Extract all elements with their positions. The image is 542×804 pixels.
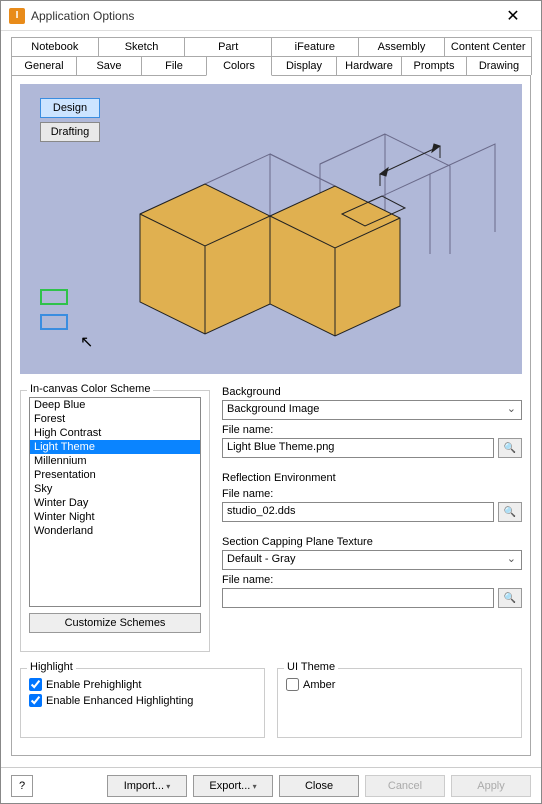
- list-item[interactable]: Millennium: [30, 454, 200, 468]
- refl-filename-label: File name:: [222, 488, 522, 500]
- list-item[interactable]: Light Theme: [30, 440, 200, 454]
- refl-browse-button[interactable]: 🔍: [498, 502, 522, 522]
- highlight-fieldset: Highlight Enable Prehighlight Enable Enh…: [20, 668, 265, 738]
- section-tex-label: Section Capping Plane Texture: [222, 536, 522, 548]
- amber-label: Amber: [303, 679, 335, 691]
- reflection-label: Reflection Environment: [222, 472, 522, 484]
- window-title: Application Options: [31, 9, 493, 23]
- bg-filename-input[interactable]: Light Blue Theme.png: [222, 438, 494, 458]
- enhanced-highlight-label: Enable Enhanced Highlighting: [46, 695, 193, 707]
- app-icon: I: [9, 8, 25, 24]
- list-item[interactable]: Winter Day: [30, 496, 200, 510]
- list-item[interactable]: Deep Blue: [30, 398, 200, 412]
- close-icon[interactable]: ✕: [493, 2, 533, 30]
- close-button[interactable]: Close: [279, 775, 359, 797]
- apply-button: Apply: [451, 775, 531, 797]
- preview-drafting-button[interactable]: Drafting: [40, 122, 100, 142]
- tab-content-center[interactable]: Content Center: [444, 37, 532, 56]
- list-item[interactable]: Sky: [30, 482, 200, 496]
- tab-hardware[interactable]: Hardware: [336, 56, 402, 75]
- enhanced-highlight-checkbox[interactable]: Enable Enhanced Highlighting: [29, 694, 256, 707]
- tab-drawing[interactable]: Drawing: [466, 56, 532, 75]
- tab-prompts[interactable]: Prompts: [401, 56, 467, 75]
- preview-design-button[interactable]: Design: [40, 98, 100, 118]
- section-tex-select[interactable]: Default - Gray: [222, 550, 522, 570]
- tab-body-colors: Design Drafting ↖: [11, 76, 531, 756]
- titlebar: I Application Options ✕: [1, 1, 541, 31]
- background-select[interactable]: Background Image: [222, 400, 522, 420]
- preview-boxes-icon: [110, 124, 500, 354]
- scheme-listbox[interactable]: Deep Blue Forest High Contrast Light The…: [29, 397, 201, 607]
- customize-schemes-button[interactable]: Customize Schemes: [29, 613, 201, 633]
- scheme-legend: In-canvas Color Scheme: [27, 383, 153, 395]
- help-button[interactable]: ?: [11, 775, 33, 797]
- uitheme-legend: UI Theme: [284, 661, 338, 673]
- bg-browse-button[interactable]: 🔍: [498, 438, 522, 458]
- tab-display[interactable]: Display: [271, 56, 337, 75]
- uitheme-fieldset: UI Theme Amber: [277, 668, 522, 738]
- tab-file[interactable]: File: [141, 56, 207, 75]
- dialog-footer: ? Import... Export... Close Cancel Apply: [1, 767, 541, 803]
- highlight-legend: Highlight: [27, 661, 76, 673]
- sectex-browse-button: 🔍: [498, 588, 522, 608]
- color-preview: Design Drafting ↖: [20, 84, 522, 374]
- list-item[interactable]: Presentation: [30, 468, 200, 482]
- scheme-fieldset: In-canvas Color Scheme Deep Blue Forest …: [20, 390, 210, 652]
- tab-save[interactable]: Save: [76, 56, 142, 75]
- tab-sketch[interactable]: Sketch: [98, 37, 186, 56]
- tab-part[interactable]: Part: [184, 37, 272, 56]
- tab-row-2: General Save File Colors Display Hardwar…: [11, 56, 531, 76]
- prehighlight-label: Enable Prehighlight: [46, 679, 141, 691]
- enhanced-highlight-input[interactable]: [29, 694, 42, 707]
- list-item[interactable]: Wonderland: [30, 524, 200, 538]
- amber-checkbox[interactable]: Amber: [286, 678, 513, 691]
- list-item[interactable]: Forest: [30, 412, 200, 426]
- prehighlight-input[interactable]: [29, 678, 42, 691]
- refl-filename-input[interactable]: studio_02.dds: [222, 502, 494, 522]
- list-item[interactable]: Winter Night: [30, 510, 200, 524]
- tab-notebook[interactable]: Notebook: [11, 37, 99, 56]
- preselect-swatch: [40, 289, 68, 305]
- tab-assembly[interactable]: Assembly: [358, 37, 446, 56]
- background-label: Background: [222, 386, 522, 398]
- sectex-filename-input: [222, 588, 494, 608]
- tab-ifeature[interactable]: iFeature: [271, 37, 359, 56]
- import-button[interactable]: Import...: [107, 775, 187, 797]
- select-swatch: [40, 314, 68, 330]
- cursor-icon: ↖: [80, 332, 93, 352]
- amber-input[interactable]: [286, 678, 299, 691]
- list-item[interactable]: High Contrast: [30, 426, 200, 440]
- cancel-button: Cancel: [365, 775, 445, 797]
- tab-general[interactable]: General: [11, 56, 77, 75]
- bg-filename-label: File name:: [222, 424, 522, 436]
- tab-row-1: Notebook Sketch Part iFeature Assembly C…: [11, 37, 531, 56]
- sectex-filename-label: File name:: [222, 574, 522, 586]
- export-button[interactable]: Export...: [193, 775, 273, 797]
- prehighlight-checkbox[interactable]: Enable Prehighlight: [29, 678, 256, 691]
- tab-colors[interactable]: Colors: [206, 56, 272, 76]
